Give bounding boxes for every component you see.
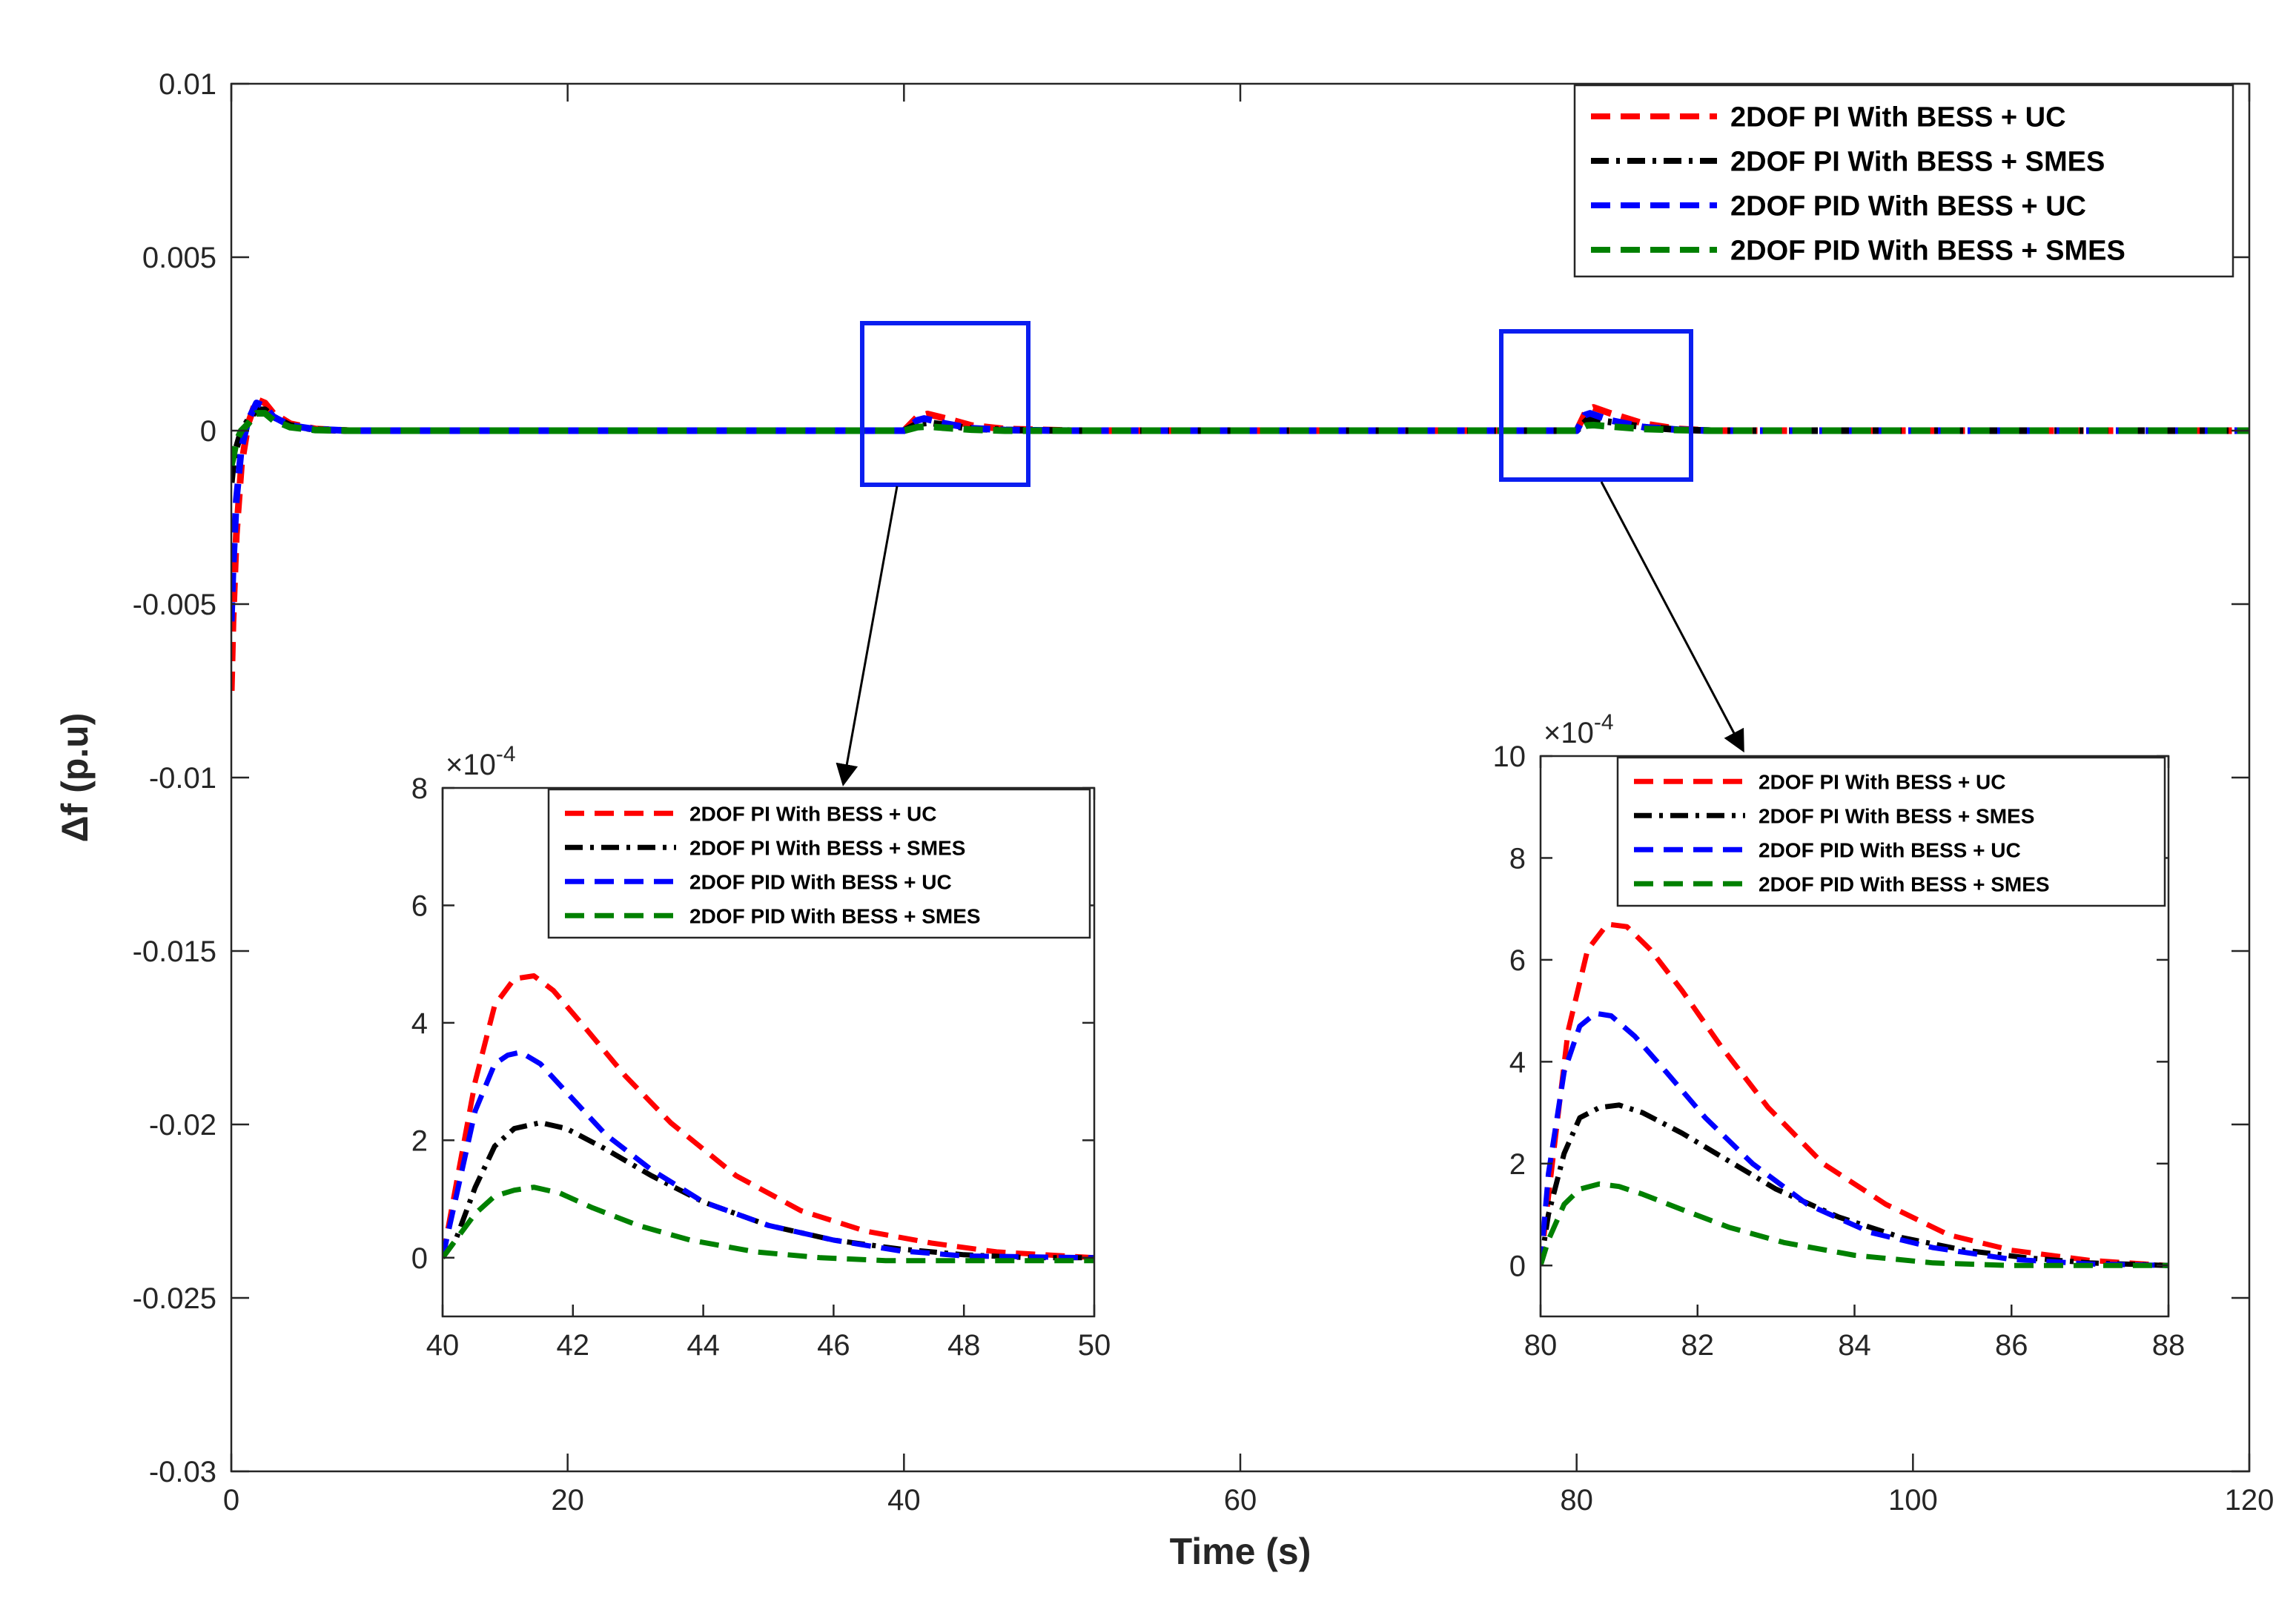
- inset1-series-line-0: [443, 973, 1094, 1261]
- main-series-line-2: [231, 400, 2249, 622]
- main-y-tick-label: -0.01: [149, 762, 216, 795]
- main-y-tick-label: -0.005: [133, 589, 216, 621]
- inset2-legend-label-0: 2DOF PI With BESS + UC: [1759, 770, 2005, 793]
- inset2-x-tick-label: 84: [1838, 1329, 1871, 1362]
- inset1-x-tick-label: 46: [817, 1329, 850, 1362]
- main-y-tick-label: -0.03: [149, 1456, 216, 1488]
- inset1-legend: 2DOF PI With BESS + UC 2DOF PI With BESS …: [547, 788, 1091, 939]
- zoom-box-1: [1499, 329, 1693, 482]
- inset1-y-tick-label: 4: [411, 1007, 428, 1040]
- main-legend-label-2: 2DOF PID With BESS + UC: [1730, 191, 2086, 222]
- main-legend-label-0: 2DOF PI With BESS + UC: [1730, 102, 2066, 133]
- inset2-legend-label-2: 2DOF PID With BESS + UC: [1759, 838, 2021, 861]
- inset2-y-tick-label: 2: [1509, 1148, 1526, 1181]
- main-y-tick-label: -0.02: [149, 1109, 216, 1142]
- inset1-y-tick-label: 8: [411, 772, 428, 805]
- main-x-tick-label: 20: [551, 1484, 584, 1517]
- inset1-series-line-2: [443, 1050, 1094, 1261]
- inset1-exponent-label: ×10-4: [446, 742, 516, 781]
- main-x-tick-label: 0: [223, 1484, 239, 1517]
- inset1-y-tick-label: 6: [411, 889, 428, 922]
- main-x-tick-label: 40: [887, 1484, 921, 1517]
- main-legend: 2DOF PI With BESS + UC 2DOF PI With BESS …: [1573, 84, 2234, 278]
- main-x-tick-label: 60: [1224, 1484, 1257, 1517]
- zoom-arrow-0: [836, 486, 899, 786]
- main-y-tick-label: 0.01: [159, 68, 216, 101]
- zoom-box-0: [860, 321, 1030, 487]
- zoom-annotations: [836, 321, 1744, 786]
- inset1-y-tick-label: 2: [411, 1124, 428, 1157]
- inset2-series-line-0: [1541, 921, 2168, 1268]
- inset1-legend-label-1: 2DOF PI With BESS + SMES: [689, 836, 965, 859]
- inset1-y-tick-label: 0: [411, 1242, 428, 1275]
- main-y-tick-label: 0.005: [142, 242, 216, 274]
- inset1-series-group: [443, 973, 1094, 1264]
- inset2-y-tick-label: 4: [1509, 1046, 1526, 1078]
- inset2-series-line-2: [1541, 1010, 2168, 1268]
- inset1-series-line-1: [443, 1120, 1094, 1261]
- inset2-y-tick-label: 0: [1509, 1250, 1526, 1282]
- inset2-series-line-3: [1541, 1181, 2168, 1268]
- inset1-series-line-3: [443, 1184, 1094, 1264]
- inset1-x-tick-label: 50: [1078, 1329, 1111, 1362]
- main-x-tick-label: 120: [2225, 1484, 2275, 1517]
- inset2-x-tick-label: 82: [1681, 1329, 1715, 1362]
- main-y-tick-label: -0.025: [133, 1282, 216, 1315]
- main-legend-label-1: 2DOF PI With BESS + SMES: [1730, 147, 2105, 178]
- inset1-legend-label-2: 2DOF PID With BESS + UC: [689, 870, 952, 893]
- inset2-legend-label-3: 2DOF PID With BESS + SMES: [1759, 872, 2050, 895]
- inset1-axes-frame: [441, 786, 1096, 1318]
- zoom-arrow-1: [1600, 481, 1744, 753]
- inset2-y-tick-label: 10: [1493, 740, 1526, 773]
- inset1-x-tick-label: 44: [687, 1329, 720, 1362]
- main-legend-label-3: 2DOF PID With BESS + SMES: [1730, 236, 2125, 267]
- inset1-x-tick-label: 40: [426, 1329, 460, 1362]
- inset2-exponent-label: ×10-4: [1544, 710, 1614, 749]
- inset2-x-tick-label: 88: [2152, 1329, 2186, 1362]
- main-x-tick-label: 80: [1560, 1484, 1593, 1517]
- inset1-legend-label-0: 2DOF PI With BESS + UC: [689, 802, 936, 825]
- inset2-legend-box: [1616, 756, 2166, 907]
- inset1-x-tick-label: 42: [557, 1329, 590, 1362]
- inset2-x-tick-label: 86: [1995, 1329, 2028, 1362]
- inset2-y-tick-label: 6: [1509, 944, 1526, 977]
- inset2-series-line-1: [1541, 1102, 2168, 1268]
- inset1-legend-label-3: 2DOF PID With BESS + SMES: [689, 904, 981, 927]
- inset1-x-tick-label: 48: [947, 1329, 981, 1362]
- inset2-legend: 2DOF PI With BESS + UC 2DOF PI With BESS …: [1616, 756, 2166, 907]
- main-y-tick-label: -0.015: [133, 935, 216, 968]
- inset2-series-group: [1541, 921, 2168, 1268]
- inset2-y-tick-label: 8: [1509, 842, 1526, 875]
- main-y-tick-label: 0: [200, 415, 216, 448]
- inset2-x-tick-label: 80: [1524, 1329, 1558, 1362]
- main-x-tick-label: 100: [1888, 1484, 1938, 1517]
- inset2-legend-label-1: 2DOF PI With BESS + SMES: [1759, 804, 2034, 827]
- main-series-group: [231, 396, 2249, 692]
- main-y-axis-label: Δf (p.u): [54, 713, 96, 843]
- main-x-axis-label: Time (s): [1170, 1531, 1311, 1572]
- main-series-line-3: [231, 410, 2249, 466]
